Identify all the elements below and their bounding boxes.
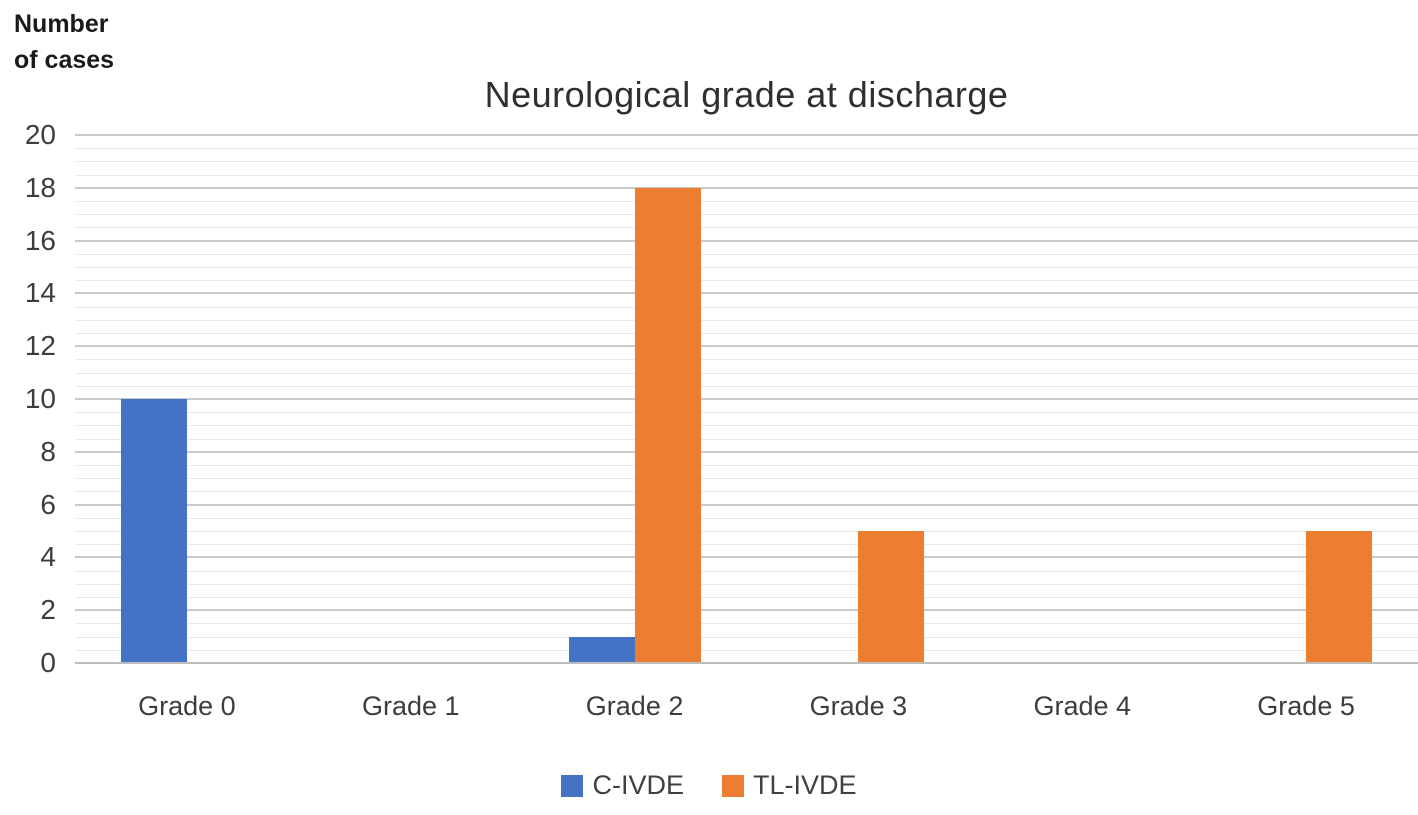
bar-tl-ivde-grade-3 — [858, 531, 925, 663]
minor-gridline-5 — [75, 531, 1418, 532]
minor-gridline-13 — [75, 319, 1418, 321]
y-tick-4: 4 — [40, 541, 56, 573]
x-label-grade-0: Grade 0 — [138, 691, 236, 721]
minor-gridline-17.5 — [75, 201, 1418, 202]
minor-gridline-3 — [75, 583, 1418, 585]
bar-c-ivde-grade-2 — [568, 636, 635, 663]
minor-gridline-15.5 — [75, 253, 1418, 255]
minor-gridline-19 — [75, 161, 1418, 163]
x-label-grade-2: Grade 2 — [585, 691, 684, 721]
bar-c-ivde-grade-0 — [120, 399, 187, 663]
x-label-grade-3: Grade 3 — [809, 691, 908, 721]
minor-gridline-7 — [75, 478, 1418, 480]
minor-gridline-19.5 — [75, 148, 1418, 150]
major-gridline-20 — [75, 134, 1418, 136]
y-tick-18: 18 — [24, 171, 56, 203]
y-tick-14: 14 — [24, 277, 56, 309]
minor-gridline-16.5 — [75, 227, 1418, 229]
minor-gridline-3.5 — [75, 570, 1418, 572]
y-tick-0: 0 — [40, 647, 56, 678]
x-label-grade-1: Grade 1 — [361, 691, 460, 721]
major-gridline-6 — [75, 503, 1418, 506]
minor-gridline-0.5 — [75, 649, 1418, 651]
legend-swatch-tl-ivde — [721, 774, 744, 797]
major-gridline-8 — [75, 450, 1418, 453]
minor-gridline-18.5 — [75, 174, 1418, 176]
major-gridline-16 — [75, 239, 1418, 242]
minor-gridline-17 — [75, 214, 1418, 216]
minor-gridline-13.5 — [75, 306, 1418, 308]
y-tick-6: 6 — [40, 488, 56, 520]
minor-gridline-5.5 — [75, 517, 1418, 519]
y-tick-20: 20 — [24, 119, 56, 150]
minor-gridline-2.5 — [75, 597, 1418, 598]
minor-gridline-6.5 — [75, 491, 1418, 493]
y-axis-title-line1: Number — [14, 10, 109, 38]
chart-title: Neurological grade at discharge — [484, 74, 1009, 115]
minor-gridline-11 — [75, 372, 1418, 374]
minor-gridline-11.5 — [75, 359, 1418, 361]
major-gridline-18 — [75, 186, 1418, 189]
y-tick-12: 12 — [24, 330, 56, 362]
minor-gridline-14.5 — [75, 280, 1418, 282]
y-tick-16: 16 — [24, 224, 56, 256]
bar-tl-ivde-grade-2 — [634, 187, 701, 663]
legend-item-tl-ivde: TL-IVDE — [721, 770, 857, 801]
minor-gridline-8.5 — [75, 438, 1418, 440]
x-label-grade-5: Grade 5 — [1257, 691, 1355, 721]
bar-tl-ivde-grade-5 — [1306, 531, 1373, 663]
y-tick-2: 2 — [40, 594, 56, 626]
x-label-grade-4: Grade 4 — [1033, 691, 1132, 721]
major-gridline-4 — [75, 556, 1418, 559]
major-gridline-10 — [75, 398, 1418, 400]
major-gridline-14 — [75, 292, 1418, 295]
minor-gridline-1 — [75, 636, 1418, 638]
legend: C-IVDE TL-IVDE — [0, 770, 1418, 801]
legend-label-tl-ivde: TL-IVDE — [752, 770, 857, 800]
y-tick-10: 10 — [24, 383, 56, 414]
minor-gridline-4.5 — [75, 544, 1418, 546]
y-axis-title: Number of cases — [14, 6, 114, 78]
minor-gridline-9 — [75, 425, 1418, 427]
y-tick-8: 8 — [40, 435, 56, 467]
minor-gridline-15 — [75, 267, 1418, 268]
legend-label-c-ivde: C-IVDE — [592, 770, 684, 800]
y-axis-title-line2: of cases — [14, 46, 115, 74]
minor-gridline-9.5 — [75, 412, 1418, 414]
minor-gridline-10.5 — [75, 385, 1418, 387]
major-gridline-12 — [75, 345, 1418, 348]
legend-item-c-ivde: C-IVDE — [561, 770, 684, 801]
minor-gridline-12.5 — [75, 333, 1418, 334]
x-axis-line — [75, 662, 1418, 664]
major-gridline-2 — [75, 609, 1418, 612]
minor-gridline-1.5 — [75, 623, 1418, 625]
plot-area — [75, 134, 1418, 664]
minor-gridline-7.5 — [75, 465, 1418, 466]
legend-swatch-c-ivde — [561, 774, 584, 797]
